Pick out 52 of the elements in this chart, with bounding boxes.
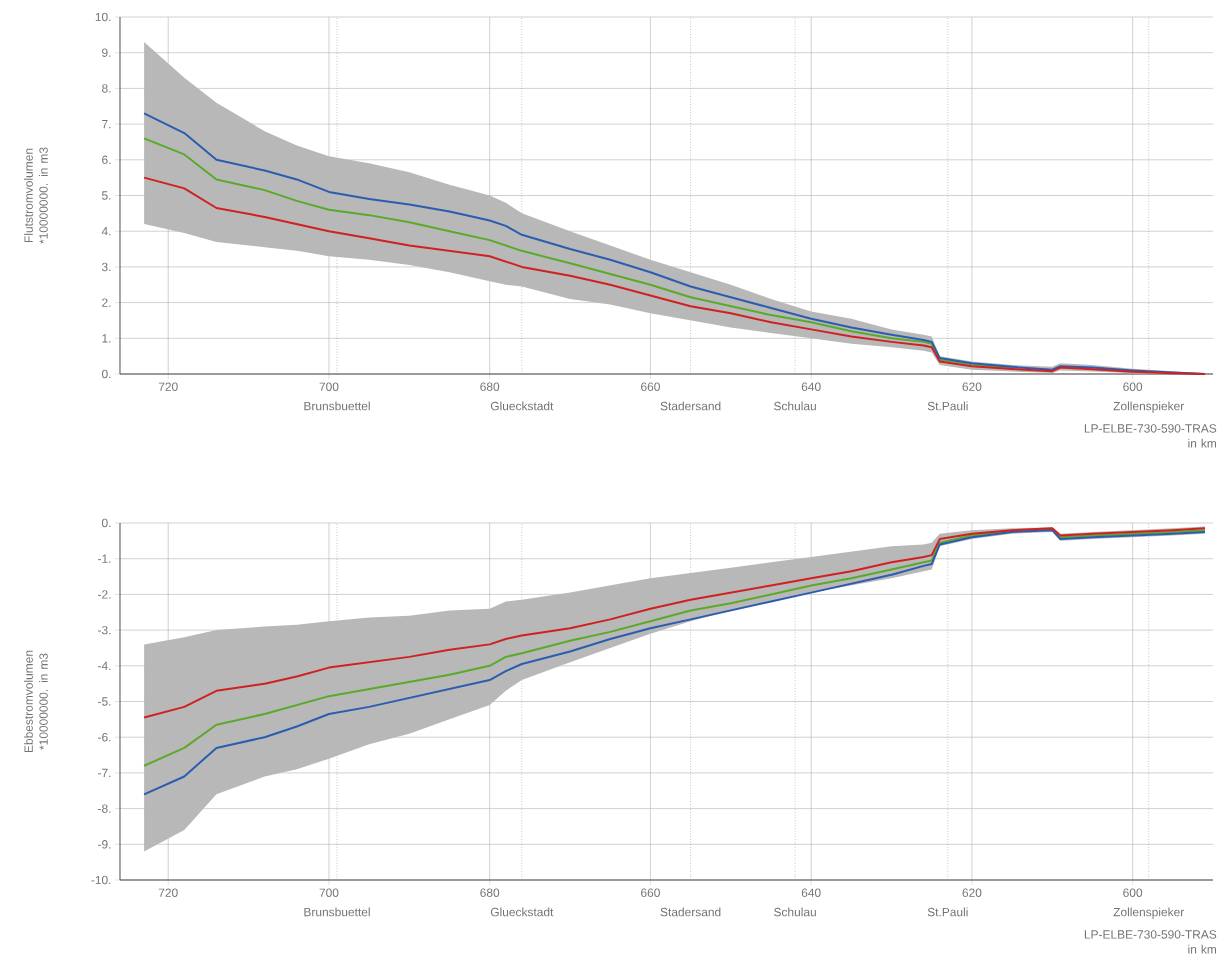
x-tick-label: 720 — [158, 382, 178, 391]
x-tick-label: 640 — [801, 888, 821, 897]
y-tick-label: 3. — [101, 262, 111, 272]
x-tick-label: 700 — [319, 888, 339, 897]
y-tick-label: 9. — [102, 48, 111, 57]
y-tick-label: -9. — [98, 840, 111, 849]
ref-line-label: Schulau — [774, 401, 816, 411]
x-tick-label: 600 — [1123, 888, 1143, 897]
y-tick-label: -3. — [98, 625, 111, 635]
y-tick-label: -5. — [98, 697, 111, 706]
y-tick-label: 0. — [101, 369, 111, 379]
y-axis-title: Ebbestromvolumen *10000000. in m3 — [24, 650, 48, 753]
ref-line-label: Schulau — [774, 907, 816, 917]
ref-line-label: St.Pauli — [927, 401, 968, 411]
ref-line-label: Zollenspieker — [1113, 401, 1185, 413]
y-tick-label: 4. — [101, 227, 111, 236]
y-tick-label: 6. — [102, 155, 111, 165]
ref-line-label: Glueckstadt — [490, 907, 554, 917]
ref-line-label: Glueckstadt — [490, 401, 554, 411]
y-tick-label: -1. — [98, 554, 111, 563]
x-tick-label: 620 — [962, 888, 982, 897]
ref-line-label: Stadersand — [660, 401, 721, 411]
y-tick-label: -6. — [98, 732, 111, 742]
ref-line-label: Brunsbuettel — [304, 907, 370, 917]
y-tick-label: 0. — [101, 518, 111, 528]
x-tick-label: 680 — [480, 888, 500, 897]
x-axis-title: LP-ELBE-730-590-TRAS in km — [1084, 424, 1217, 448]
y-tick-label: -8. — [98, 804, 111, 813]
y-axis-title: Flutstromvolumen *10000000. in m3 — [24, 147, 48, 244]
y-tick-label: 10. — [95, 12, 111, 22]
y-tick-label: 2. — [102, 298, 111, 307]
ref-line-label: Zollenspieker — [1113, 907, 1185, 919]
x-tick-label: 660 — [641, 382, 660, 391]
y-tick-label: 1. — [102, 334, 111, 343]
x-tick-label: 700 — [319, 382, 339, 391]
x-tick-label: 620 — [962, 382, 982, 391]
y-tick-label: 8. — [102, 84, 111, 93]
x-tick-label: 600 — [1123, 382, 1143, 391]
y-tick-label: -4. — [98, 661, 111, 670]
x-tick-label: 720 — [158, 888, 178, 897]
y-tick-label: -2. — [98, 590, 111, 599]
y-tick-label: -10. — [91, 875, 111, 885]
x-axis-title: LP-ELBE-730-590-TRAS in km — [1084, 930, 1217, 954]
ref-line-label: St.Pauli — [927, 907, 968, 917]
x-tick-label: 640 — [801, 382, 821, 391]
ref-line-label: Brunsbuettel — [304, 401, 370, 411]
y-tick-label: -7. — [98, 768, 111, 778]
ref-line-label: Stadersand — [660, 907, 721, 917]
y-tick-label: 7. — [102, 120, 111, 129]
x-tick-label: 680 — [480, 382, 500, 391]
x-tick-label: 660 — [641, 888, 660, 897]
y-tick-label: 5. — [101, 191, 111, 200]
